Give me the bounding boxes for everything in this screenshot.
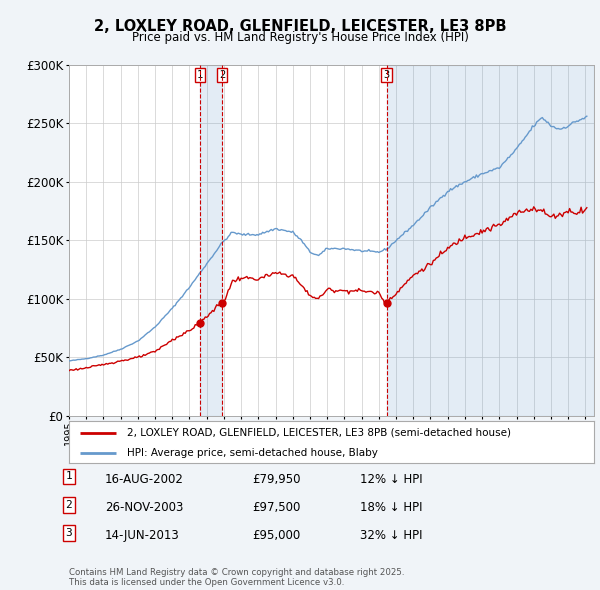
- Text: 2, LOXLEY ROAD, GLENFIELD, LEICESTER, LE3 8PB (semi-detached house): 2, LOXLEY ROAD, GLENFIELD, LEICESTER, LE…: [127, 428, 511, 438]
- Text: 3: 3: [383, 70, 390, 80]
- Text: 26-NOV-2003: 26-NOV-2003: [105, 501, 184, 514]
- Text: 12% ↓ HPI: 12% ↓ HPI: [360, 473, 422, 486]
- Text: 14-JUN-2013: 14-JUN-2013: [105, 529, 180, 542]
- Text: 1: 1: [65, 471, 73, 481]
- Text: 18% ↓ HPI: 18% ↓ HPI: [360, 501, 422, 514]
- Bar: [200, 65, 222, 416]
- Text: Contains HM Land Registry data © Crown copyright and database right 2025.
This d: Contains HM Land Registry data © Crown c…: [69, 568, 404, 587]
- Text: 1: 1: [197, 70, 203, 80]
- Bar: [386, 65, 594, 416]
- Text: 2: 2: [219, 70, 226, 80]
- Text: 2, LOXLEY ROAD, GLENFIELD, LEICESTER, LE3 8PB: 2, LOXLEY ROAD, GLENFIELD, LEICESTER, LE…: [94, 19, 506, 34]
- Text: 3: 3: [65, 528, 73, 538]
- Text: 32% ↓ HPI: 32% ↓ HPI: [360, 529, 422, 542]
- Text: HPI: Average price, semi-detached house, Blaby: HPI: Average price, semi-detached house,…: [127, 448, 377, 457]
- Text: £79,950: £79,950: [252, 473, 301, 486]
- Text: 16-AUG-2002: 16-AUG-2002: [105, 473, 184, 486]
- Text: 2: 2: [65, 500, 73, 510]
- Text: £95,000: £95,000: [252, 529, 300, 542]
- Text: £97,500: £97,500: [252, 501, 301, 514]
- Text: Price paid vs. HM Land Registry's House Price Index (HPI): Price paid vs. HM Land Registry's House …: [131, 31, 469, 44]
